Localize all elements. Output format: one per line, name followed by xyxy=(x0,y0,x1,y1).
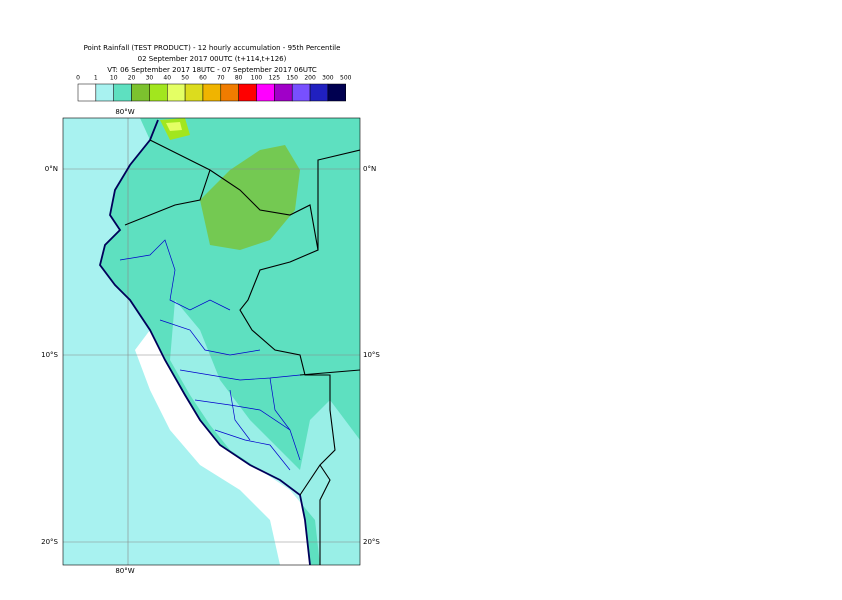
lat-label: 10°S xyxy=(363,351,380,359)
legend-swatch xyxy=(77,83,97,102)
legend-swatch xyxy=(131,83,150,102)
legend-label: 30 xyxy=(146,75,154,82)
legend-swatch xyxy=(202,83,222,102)
axis-label: 80°W xyxy=(115,108,134,116)
legend-swatch xyxy=(327,83,346,102)
title-line: 02 September 2017 00UTC (t+114,t+126) xyxy=(138,55,287,63)
legend-swatch xyxy=(256,83,275,102)
lat-label: 10°S xyxy=(41,351,58,359)
legend-label: 100 xyxy=(251,75,263,82)
heavy-rain xyxy=(166,122,182,131)
lat-label: 20°S xyxy=(41,538,58,546)
legend-label: 20 xyxy=(128,75,136,82)
title-line: Point Rainfall (TEST PRODUCT) - 12 hourl… xyxy=(84,44,341,52)
legend-label: 50 xyxy=(181,75,189,82)
legend-label: 150 xyxy=(286,75,298,82)
borders xyxy=(124,139,360,565)
legend-swatch xyxy=(95,83,114,102)
legend: 0 1 10 20 30 40 50 60 70 80 100 125 150 200 300 500 xyxy=(76,75,352,102)
frame xyxy=(62,117,361,566)
legend-label: 300 xyxy=(322,75,334,82)
axis-label: 80°W xyxy=(115,567,134,575)
legend-swatch xyxy=(149,83,168,102)
legend-swatch xyxy=(167,83,186,102)
legend-swatch xyxy=(220,83,239,102)
low-rain xyxy=(170,300,360,565)
legend-label: 60 xyxy=(199,75,207,82)
legend-label: 70 xyxy=(217,75,225,82)
legend-label: 40 xyxy=(163,75,171,82)
legend-swatch xyxy=(309,83,329,102)
land-rain xyxy=(100,118,360,565)
title-line: VT: 06 September 2017 18UTC - 07 Septemb… xyxy=(107,66,317,74)
coastline xyxy=(99,119,311,565)
legend-swatch xyxy=(238,83,257,102)
lat-label: 0°N xyxy=(45,165,58,173)
legend-label: 200 xyxy=(304,75,316,82)
graticule xyxy=(63,118,360,565)
legend-label: 500 xyxy=(340,75,352,82)
legend-swatch xyxy=(113,83,132,102)
legend-label: 0 xyxy=(76,75,80,82)
lat-label: 20°S xyxy=(363,538,380,546)
legend-label: 10 xyxy=(110,75,118,82)
map xyxy=(63,118,360,565)
legend-label: 125 xyxy=(269,75,281,82)
lat-labels: 0°N 10°S 20°S 0°N 10°S 20°S xyxy=(41,165,380,546)
legend-label: 80 xyxy=(235,75,243,82)
legend-label: 1 xyxy=(94,75,98,82)
regions xyxy=(119,239,301,471)
legend-swatch xyxy=(274,83,293,102)
legend-swatch xyxy=(184,83,204,102)
heavy-rain xyxy=(200,145,300,250)
lat-label: 0°N xyxy=(363,165,376,173)
legend-swatch xyxy=(291,83,311,102)
